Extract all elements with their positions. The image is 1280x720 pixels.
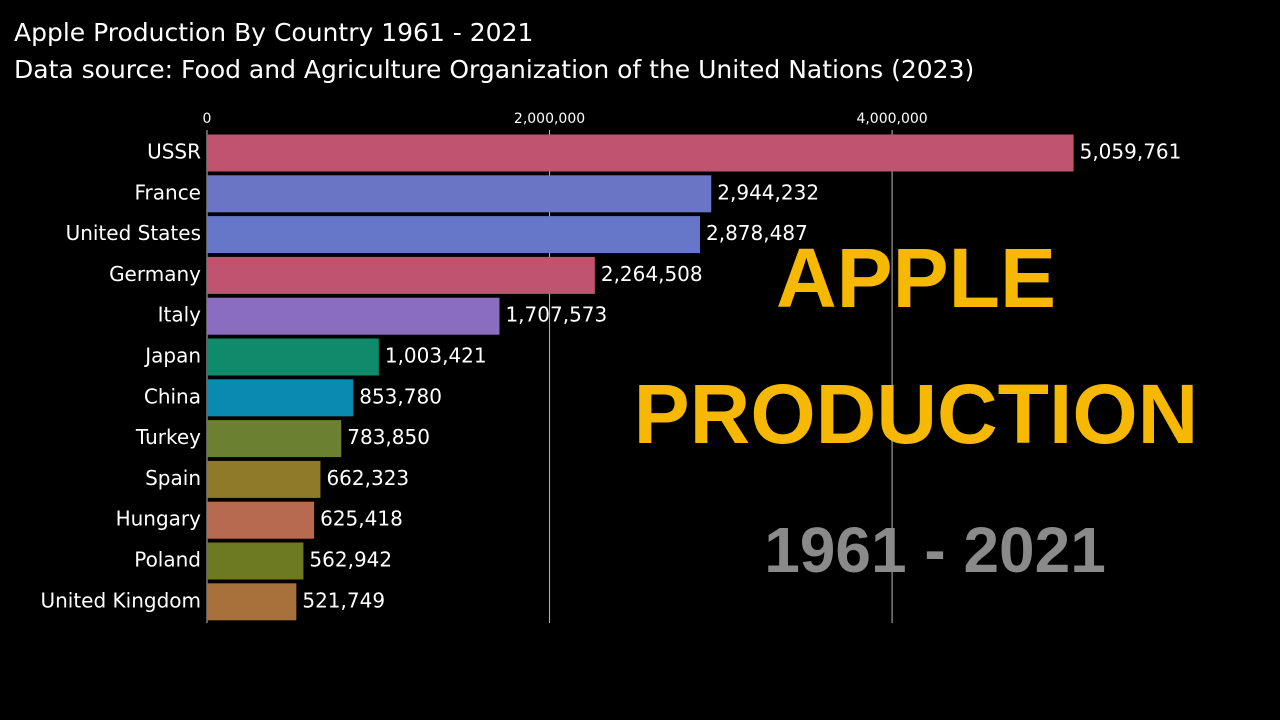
overlay-text: APPLE xyxy=(776,231,1056,325)
bar xyxy=(207,501,315,539)
bar xyxy=(207,583,297,621)
value-label: 662,323 xyxy=(326,466,409,490)
y-tick-label: France xyxy=(134,180,201,204)
y-tick-label: Poland xyxy=(134,548,201,572)
y-tick-label: United States xyxy=(66,221,201,245)
bar xyxy=(207,379,354,417)
y-tick-label: Turkey xyxy=(135,425,201,449)
value-label: 5,059,761 xyxy=(1080,140,1182,164)
bar xyxy=(207,460,321,498)
y-tick-label: Germany xyxy=(109,262,201,286)
y-tick-label: China xyxy=(144,384,201,408)
value-label: 2,944,232 xyxy=(717,180,819,204)
value-label: 1,707,573 xyxy=(505,303,607,327)
bar xyxy=(207,175,712,213)
value-label: 1,003,421 xyxy=(385,344,487,368)
x-tick-label: 2,000,000 xyxy=(514,111,585,127)
y-tick-label: Japan xyxy=(143,344,201,368)
bar xyxy=(207,134,1074,172)
y-tick-label: Italy xyxy=(158,303,202,327)
overlay-text: 1961 - 2021 xyxy=(764,514,1106,586)
value-label: 521,749 xyxy=(302,588,385,612)
value-label: 2,878,487 xyxy=(706,221,808,245)
x-tick-label: 4,000,000 xyxy=(856,111,927,127)
chart-subtitle: Data source: Food and Agriculture Organi… xyxy=(14,55,974,84)
value-label: 562,942 xyxy=(309,548,392,572)
bar xyxy=(207,420,342,458)
bar xyxy=(207,256,595,294)
y-tick-label: Spain xyxy=(145,466,201,490)
value-label: 2,264,508 xyxy=(601,262,703,286)
overlay-text: PRODUCTION xyxy=(634,367,1199,461)
value-label: 625,418 xyxy=(320,507,403,531)
y-tick-label: United Kingdom xyxy=(40,588,201,612)
value-label: 853,780 xyxy=(359,384,442,408)
bar xyxy=(207,216,701,254)
y-tick-label: Hungary xyxy=(116,507,202,531)
bar xyxy=(207,338,379,376)
bar xyxy=(207,297,500,335)
x-tick-label: 0 xyxy=(203,111,212,127)
y-tick-label: USSR xyxy=(147,140,201,164)
chart-title: Apple Production By Country 1961 - 2021 xyxy=(14,18,533,47)
value-label: 783,850 xyxy=(347,425,430,449)
bar xyxy=(207,542,304,580)
